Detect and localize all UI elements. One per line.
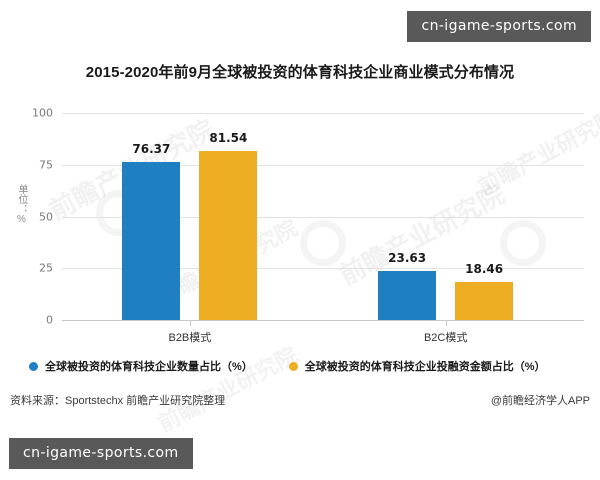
gridline: 50: [39, 210, 584, 223]
chart-footer: 资料来源：Sportstechx 前瞻产业研究院整理 @前瞻经济学人APP: [10, 392, 590, 408]
chart-bar[interactable]: 23.63: [378, 251, 437, 320]
watermark-badge-top: cn-igame-sports.com: [407, 11, 591, 42]
gridline: 100: [32, 107, 584, 120]
legend-item-series-2[interactable]: 全球被投资的体育科技企业投融资金额占比（%）: [288, 358, 546, 374]
legend-marker-icon: [29, 361, 38, 371]
gridline: 75: [39, 158, 584, 171]
chart-bar-fill: [378, 271, 437, 320]
chart-bar[interactable]: 76.37: [122, 142, 181, 320]
y-axis-tick-label: 75: [39, 158, 53, 172]
legend-item-series-1[interactable]: 全球被投资的体育科技企业数量占比（%）: [29, 358, 253, 374]
chart-bar-fill: [122, 161, 181, 320]
chart-bar[interactable]: 18.46: [455, 262, 514, 320]
watermark-badge-bottom: cn-igame-sports.com: [9, 438, 193, 469]
y-axis-tick-label: 25: [39, 261, 53, 275]
chart-plot-area: 0 25 50 75 100 76.37 81.54 B2B模式 23.63 18.46 B2C模式: [32, 107, 584, 344]
y-axis-tick-label: 100: [32, 106, 53, 120]
attribution-note: @前瞻经济学人APP: [490, 395, 590, 407]
x-axis-tick: [445, 320, 447, 326]
source-note: 资料来源：Sportstechx 前瞻产业研究院整理: [10, 395, 226, 407]
ghost-watermark-text: 前瞻产业研究院: [153, 342, 302, 437]
chart-title: 2015-2020年前9月全球被投资的体育科技企业商业模式分布情况: [85, 64, 515, 81]
y-axis-label: 单位：%: [16, 184, 27, 225]
chart-bar-fill: [455, 281, 514, 320]
x-axis-tick: [189, 320, 191, 326]
chart-bar-value-label: 23.63: [388, 251, 427, 266]
chart-bar-value-label: 18.46: [465, 261, 504, 276]
chart-bar-value-label: 81.54: [209, 131, 248, 146]
x-axis-category-label: B2B模式: [168, 332, 212, 344]
chart-bar-fill: [199, 151, 258, 320]
axis-baseline: 0: [46, 314, 584, 327]
legend-marker-icon: [288, 361, 298, 371]
y-axis-tick-label: 50: [39, 210, 53, 223]
legend-label: 全球被投资的体育科技企业投融资金额占比（%）: [304, 361, 546, 373]
chart-bar[interactable]: 81.54: [199, 131, 258, 320]
chart-legend: 全球被投资的体育科技企业数量占比（%） 全球被投资的体育科技企业投融资金额占比（…: [0, 358, 600, 374]
y-axis-tick-label: 0: [46, 313, 53, 327]
x-axis-category-label: B2C模式: [423, 332, 468, 344]
chart-bar-value-label: 76.37: [132, 141, 171, 156]
legend-label: 全球被投资的体育科技企业数量占比（%）: [45, 361, 253, 373]
gridline: 25: [39, 262, 584, 275]
